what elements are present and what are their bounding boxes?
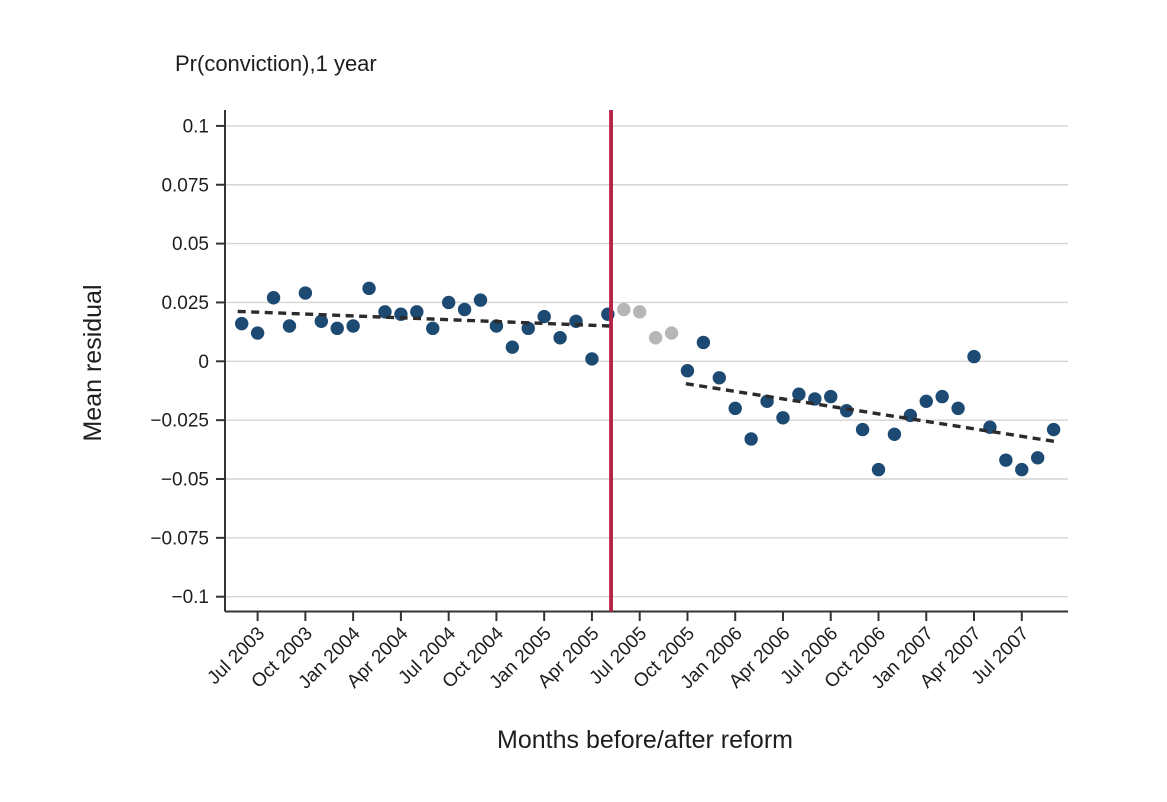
y-tick-label: −0.1 xyxy=(171,587,209,608)
point-nov-2003 xyxy=(314,314,328,328)
point-sep-2006 xyxy=(855,422,870,437)
point-aug-2006 xyxy=(839,404,854,418)
point-jan-2005 xyxy=(537,309,551,324)
point-sep-2007 xyxy=(1046,422,1061,437)
trend-lines xyxy=(237,309,1058,444)
point-jun-2004 xyxy=(426,321,440,336)
point-jun-2003 xyxy=(235,316,249,331)
point-jun-2005 xyxy=(617,302,631,317)
point-apr-2005 xyxy=(585,352,599,366)
gridlines xyxy=(225,125,1068,598)
point-feb-2006 xyxy=(744,432,758,446)
axes: 0.10.0750.050.0250−0.025−0.05−0.075−0.1J… xyxy=(150,110,1068,693)
point-apr-2007 xyxy=(967,349,981,364)
point-nov-2005 xyxy=(696,335,711,350)
point-aug-2003 xyxy=(266,291,281,305)
point-nov-2006 xyxy=(887,427,902,441)
point-mar-2004 xyxy=(378,305,392,319)
point-sep-2004 xyxy=(473,293,488,307)
point-feb-2005 xyxy=(553,331,567,345)
point-feb-2007 xyxy=(935,389,949,404)
point-oct-2003 xyxy=(298,286,313,300)
point-nov-2004 xyxy=(505,340,520,354)
point-jan-2007 xyxy=(919,394,933,409)
point-aug-2007 xyxy=(1031,451,1045,465)
post-reform-fit xyxy=(685,381,1058,444)
point-dec-2005 xyxy=(712,371,726,385)
point-may-2004 xyxy=(410,305,424,319)
point-aug-2004 xyxy=(457,302,472,317)
point-sep-2005 xyxy=(664,326,679,340)
point-jul-2005 xyxy=(633,305,647,319)
point-may-2006 xyxy=(792,387,806,401)
y-axis-label: Mean residual xyxy=(79,284,107,441)
point-oct-2006 xyxy=(871,462,886,477)
point-jun-2007 xyxy=(999,453,1013,467)
point-jul-2006 xyxy=(824,389,838,404)
point-sep-2003 xyxy=(282,319,297,333)
point-dec-2003 xyxy=(330,321,344,336)
chart-title: Pr(conviction),1 year xyxy=(175,51,377,76)
data-points xyxy=(235,281,1061,477)
point-apr-2006 xyxy=(776,411,790,425)
y-tick-label: 0 xyxy=(198,352,209,373)
y-tick-label: −0.025 xyxy=(150,411,209,432)
y-tick-label: −0.075 xyxy=(150,528,209,549)
point-jan-2004 xyxy=(346,319,360,333)
point-jul-2007 xyxy=(1015,462,1029,477)
y-tick-label: 0.05 xyxy=(172,234,209,255)
point-jan-2006 xyxy=(728,401,742,416)
point-feb-2004 xyxy=(362,281,376,296)
point-mar-2007 xyxy=(951,401,965,416)
point-aug-2005 xyxy=(648,331,663,345)
point-jul-2003 xyxy=(250,326,265,340)
y-tick-label: 0.025 xyxy=(161,293,209,314)
point-dec-2004 xyxy=(521,321,535,336)
point-jul-2004 xyxy=(441,295,456,310)
point-oct-2005 xyxy=(680,364,695,378)
x-axis-label: Months before/after reform xyxy=(497,726,793,754)
y-tick-label: 0.1 xyxy=(183,116,209,137)
y-tick-label: 0.075 xyxy=(161,175,209,196)
y-tick-label: −0.05 xyxy=(161,470,209,491)
